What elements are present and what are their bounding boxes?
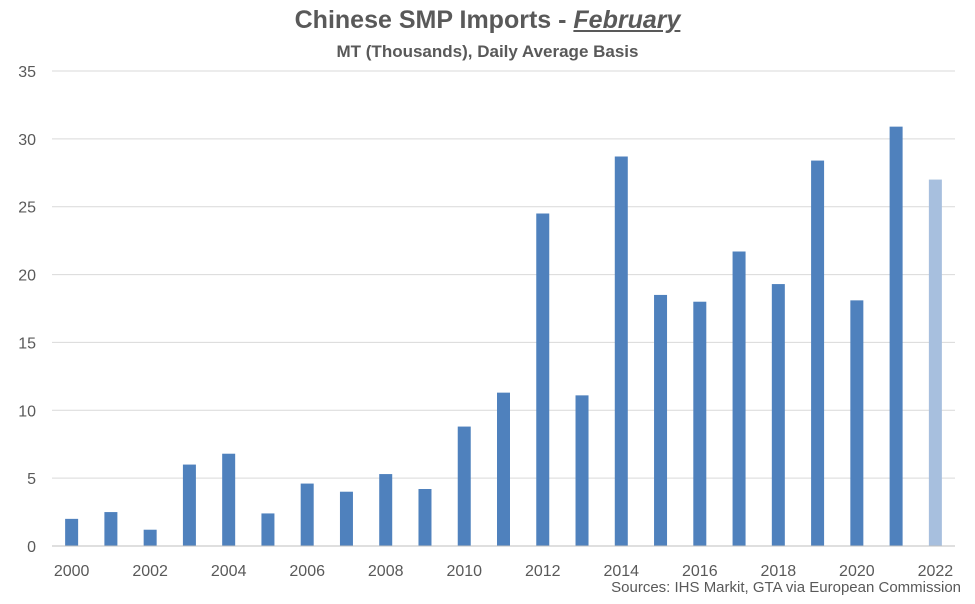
x-tick-label: 2000 <box>54 563 90 580</box>
source-note: Sources: IHS Markit, GTA via European Co… <box>611 579 961 596</box>
y-tick-label: 20 <box>18 268 36 285</box>
gridlines <box>52 70 955 479</box>
bar-2001 <box>104 512 118 546</box>
bar-2008 <box>379 474 393 546</box>
y-tick-label: 25 <box>18 200 36 217</box>
chart-title-emphasis: February <box>573 6 681 34</box>
bar-2007 <box>339 491 353 546</box>
x-tick-label: 2012 <box>525 563 561 580</box>
x-tick-label: 2020 <box>839 563 875 580</box>
bar-2004 <box>222 453 236 546</box>
bar-2011 <box>497 392 510 546</box>
bar-2003 <box>182 464 196 546</box>
bar-2014 <box>614 156 628 546</box>
y-tick-label: 5 <box>27 471 36 488</box>
x-tick-label: 2004 <box>211 563 247 580</box>
bar-2000 <box>65 518 79 546</box>
y-tick-label: 10 <box>18 403 36 420</box>
chart-subtitle: MT (Thousands), Daily Average Basis <box>336 42 639 61</box>
x-tick-label: 2018 <box>761 563 797 580</box>
chart-title-main: Chinese SMP Imports - <box>294 6 574 34</box>
bar-2005 <box>261 513 275 546</box>
bar-2006 <box>300 483 314 546</box>
y-tick-label: 15 <box>18 335 36 352</box>
x-tick-label: 2006 <box>289 563 325 580</box>
x-tick-label: 2022 <box>918 563 954 580</box>
bar-2013 <box>575 395 589 546</box>
x-tick-label: 2016 <box>682 563 718 580</box>
bar-2009 <box>418 489 432 546</box>
y-tick-label: 30 <box>18 132 36 149</box>
x-tick-label: 2010 <box>446 563 482 580</box>
bar-2015 <box>654 294 668 546</box>
bar-2002 <box>143 529 157 546</box>
bar-2022 <box>928 179 942 547</box>
bar-2016 <box>693 301 707 546</box>
x-axis-labels: 2000 2002 2004 2006 2008 2010 2012 2014 2016 2018… <box>54 563 953 580</box>
bar-2017 <box>732 251 746 546</box>
bar-2012 <box>536 213 550 546</box>
x-tick-label: 2008 <box>368 563 404 580</box>
x-tick-label: 2002 <box>132 563 168 580</box>
x-tick-label: 2014 <box>603 563 639 580</box>
bar-2010 <box>457 426 471 546</box>
bar-2021 <box>889 126 903 547</box>
bar-2020 <box>850 300 864 546</box>
chart-title: Chinese SMP Imports - February <box>0 6 975 35</box>
bar-2019 <box>811 160 825 547</box>
y-tick-label: 35 <box>18 64 36 81</box>
y-axis-labels: 0 5 10 15 20 25 30 35 <box>18 64 36 556</box>
y-tick-label: 0 <box>27 539 36 556</box>
bar-2018 <box>771 284 785 546</box>
bars <box>65 126 942 547</box>
